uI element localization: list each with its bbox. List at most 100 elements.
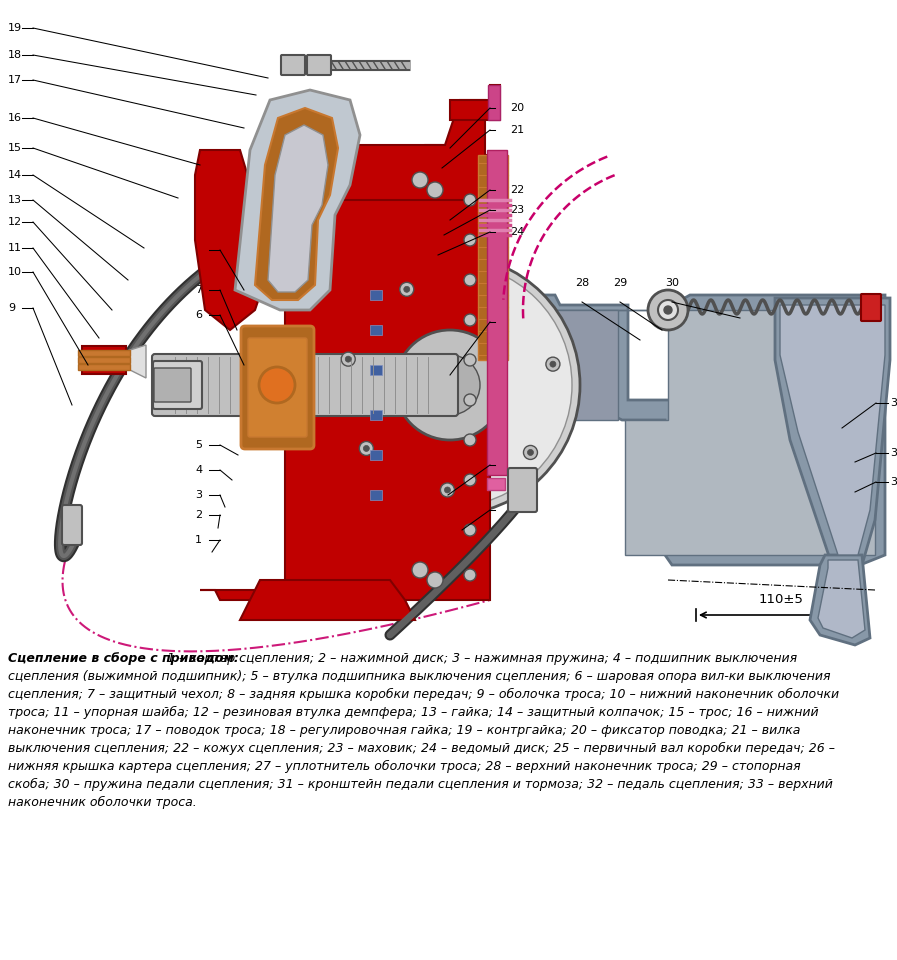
FancyBboxPatch shape [370, 490, 382, 500]
Polygon shape [255, 108, 338, 300]
Text: наконечник троса; 17 – поводок троса; 18 – регулировочная гайка; 19 – контргайка: наконечник троса; 17 – поводок троса; 18… [8, 724, 800, 737]
Text: 13: 13 [8, 195, 22, 205]
Circle shape [464, 394, 476, 406]
Text: 23: 23 [510, 205, 524, 215]
Text: 7: 7 [195, 285, 202, 295]
Circle shape [420, 355, 480, 415]
Circle shape [664, 306, 672, 314]
Circle shape [363, 445, 370, 451]
Polygon shape [330, 100, 485, 200]
Text: выключения сцепления; 22 – кожух сцепления; 23 – маховик; 24 – ведомый диск; 25 : выключения сцепления; 22 – кожух сцеплен… [8, 742, 835, 756]
Text: 15: 15 [8, 143, 22, 153]
Polygon shape [385, 295, 435, 390]
Text: 6: 6 [195, 310, 202, 320]
FancyBboxPatch shape [478, 155, 508, 360]
Text: 27: 27 [510, 505, 524, 515]
FancyBboxPatch shape [307, 55, 331, 75]
Text: 8: 8 [195, 245, 202, 255]
Text: 21: 21 [510, 125, 524, 135]
Circle shape [464, 274, 476, 286]
Text: 19: 19 [8, 23, 22, 33]
Polygon shape [114, 345, 146, 378]
Polygon shape [810, 555, 870, 645]
FancyBboxPatch shape [488, 85, 500, 120]
FancyBboxPatch shape [370, 410, 382, 420]
Circle shape [527, 449, 534, 455]
FancyBboxPatch shape [82, 346, 126, 374]
FancyBboxPatch shape [241, 326, 314, 449]
Text: 9: 9 [8, 303, 15, 313]
Circle shape [412, 172, 428, 188]
FancyBboxPatch shape [370, 325, 382, 335]
Text: 24: 24 [510, 227, 524, 237]
Circle shape [345, 356, 352, 362]
Circle shape [444, 487, 450, 493]
Polygon shape [780, 305, 885, 555]
Circle shape [440, 483, 455, 497]
Text: троса; 11 – упорная шайба; 12 – резиновая втулка демпфера; 13 – гайка; 14 – защи: троса; 11 – упорная шайба; 12 – резинова… [8, 706, 819, 719]
Polygon shape [535, 295, 885, 565]
Polygon shape [450, 85, 500, 120]
Polygon shape [200, 145, 490, 600]
Text: скоба; 30 – пружина педали сцепления; 31 – кронштейн педали сцепления и тормоза;: скоба; 30 – пружина педали сцепления; 31… [8, 778, 833, 791]
Polygon shape [240, 580, 415, 620]
Text: 12: 12 [8, 217, 22, 227]
Text: 31: 31 [890, 398, 897, 408]
Text: 30: 30 [665, 278, 679, 288]
Text: 1: 1 [195, 535, 202, 545]
FancyBboxPatch shape [153, 361, 202, 409]
FancyBboxPatch shape [281, 55, 305, 75]
Circle shape [395, 330, 505, 440]
Polygon shape [365, 270, 445, 510]
FancyBboxPatch shape [152, 354, 458, 416]
Text: 4: 4 [195, 465, 202, 475]
Circle shape [341, 352, 355, 366]
Text: 11: 11 [8, 243, 22, 253]
Circle shape [404, 286, 410, 292]
Polygon shape [235, 90, 360, 310]
Text: 14: 14 [8, 170, 22, 180]
Circle shape [658, 300, 678, 320]
Circle shape [464, 474, 476, 486]
Circle shape [495, 289, 501, 295]
Text: 10: 10 [8, 267, 22, 277]
Text: 28: 28 [575, 278, 589, 288]
Text: 20: 20 [510, 103, 524, 113]
Circle shape [427, 182, 443, 198]
Polygon shape [542, 310, 618, 420]
Text: 2: 2 [195, 510, 202, 520]
Polygon shape [542, 310, 875, 555]
FancyBboxPatch shape [370, 290, 382, 300]
FancyBboxPatch shape [861, 294, 881, 321]
Text: 33: 33 [890, 477, 897, 487]
FancyBboxPatch shape [370, 450, 382, 460]
FancyBboxPatch shape [508, 468, 537, 512]
Circle shape [464, 434, 476, 446]
Circle shape [412, 562, 428, 578]
Text: 16: 16 [8, 113, 22, 123]
Circle shape [464, 194, 476, 206]
Text: 1 – картер сцепления; 2 – нажимной диск; 3 – нажимная пружина; 4 – подшипник вык: 1 – картер сцепления; 2 – нажимной диск;… [163, 652, 797, 665]
Circle shape [360, 442, 373, 455]
FancyBboxPatch shape [487, 150, 507, 475]
Polygon shape [775, 298, 890, 565]
Text: наконечник оболочки троса.: наконечник оболочки троса. [8, 796, 196, 809]
Text: 17: 17 [8, 75, 22, 85]
FancyBboxPatch shape [78, 357, 130, 363]
Circle shape [320, 255, 580, 515]
Text: 18: 18 [8, 50, 22, 60]
FancyBboxPatch shape [62, 505, 82, 545]
Circle shape [648, 290, 688, 330]
Text: сцепления; 7 – защитный чехол; 8 – задняя крышка коробки передач; 9 – оболочка т: сцепления; 7 – защитный чехол; 8 – задня… [8, 688, 839, 701]
FancyBboxPatch shape [78, 364, 130, 370]
FancyBboxPatch shape [370, 365, 382, 375]
Circle shape [400, 282, 414, 297]
Polygon shape [818, 560, 865, 638]
Circle shape [427, 572, 443, 588]
Circle shape [328, 263, 572, 507]
Text: нижняя крышка картера сцепления; 27 – уплотнитель оболочки троса; 28 – верхний н: нижняя крышка картера сцепления; 27 – уп… [8, 760, 801, 773]
FancyBboxPatch shape [248, 338, 307, 437]
Text: Сцепление в сборе с приводом:: Сцепление в сборе с приводом: [8, 652, 239, 665]
FancyBboxPatch shape [78, 350, 130, 356]
Text: 3: 3 [195, 490, 202, 500]
